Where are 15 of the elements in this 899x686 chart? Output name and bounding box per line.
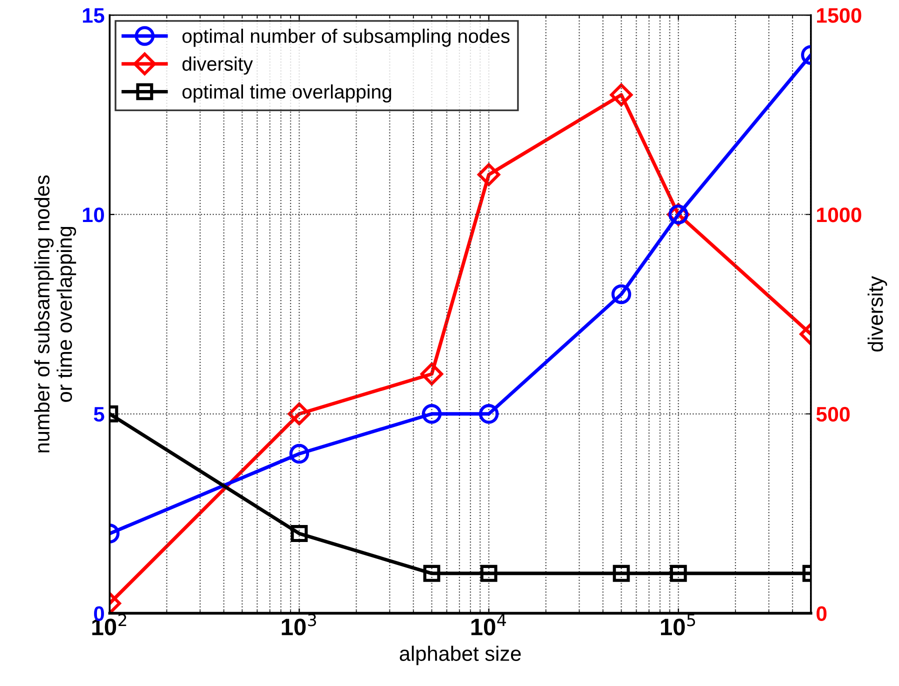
y-tick-label: 0	[94, 606, 104, 622]
y2-tick-label: 500	[816, 406, 850, 422]
x-axis-title: alphabet size	[400, 646, 521, 666]
y-tick-label: 15	[82, 8, 104, 23]
y-tick-label: 5	[94, 407, 104, 422]
y-tick-label: 10	[82, 207, 104, 222]
legend-label: optimal time overlapping	[182, 84, 392, 103]
y-axis-title: number of subsampling nodes or time overlapping	[34, 175, 76, 452]
legend-label: diversity	[182, 56, 253, 75]
y2-tick-label: 0	[816, 606, 826, 622]
x-tick-label: 10$^{4}$	[471, 614, 506, 636]
legend-label: optimal number of subsampling nodes	[182, 28, 510, 47]
y2-tick-label: 1000	[817, 207, 862, 222]
y2-axis-title: diversity	[868, 276, 888, 352]
y2-tick-label: 1500	[817, 8, 862, 23]
